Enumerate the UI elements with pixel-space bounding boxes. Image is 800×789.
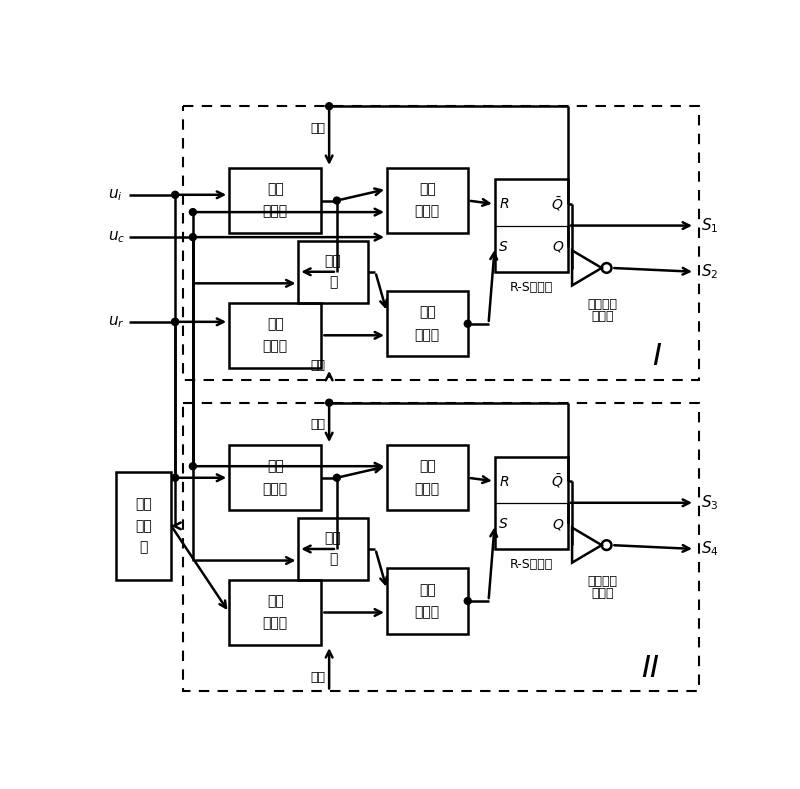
Text: 复位: 复位 (310, 122, 326, 135)
Text: Q: Q (552, 240, 563, 254)
Text: $\bar{Q}$: $\bar{Q}$ (551, 196, 563, 213)
Text: 第一: 第一 (419, 182, 436, 196)
Text: $u_i$: $u_i$ (108, 187, 122, 203)
Text: R-S触发器: R-S触发器 (510, 559, 553, 571)
Bar (298, 518, 368, 580)
Text: S: S (499, 240, 508, 254)
Text: 比较器: 比较器 (414, 482, 440, 495)
Text: 保持: 保持 (325, 254, 342, 268)
Text: $S_1$: $S_1$ (701, 216, 718, 235)
Text: R: R (499, 197, 509, 211)
Text: II: II (642, 654, 659, 682)
Text: $u_r$: $u_r$ (108, 314, 125, 330)
Circle shape (334, 474, 340, 481)
Text: 第一: 第一 (267, 460, 284, 473)
Text: $u_c$: $u_c$ (108, 230, 126, 245)
Text: 器: 器 (329, 552, 337, 567)
Text: R: R (499, 474, 509, 488)
Circle shape (172, 474, 178, 481)
Text: 积分器: 积分器 (262, 204, 288, 219)
Text: 器: 器 (139, 540, 148, 555)
Text: 保持: 保持 (325, 532, 342, 545)
Text: $\bar{Q}$: $\bar{Q}$ (551, 473, 563, 491)
Bar (116, 472, 171, 580)
Text: 积分器: 积分器 (262, 617, 288, 630)
Text: Q: Q (552, 517, 563, 531)
Circle shape (172, 319, 178, 325)
Text: 第一: 第一 (419, 460, 436, 473)
Text: 第二: 第二 (267, 317, 284, 331)
Text: 第二: 第二 (267, 594, 284, 608)
Circle shape (190, 234, 196, 241)
Bar (387, 445, 468, 510)
Bar (387, 291, 468, 357)
Text: 第二: 第二 (419, 583, 436, 596)
Text: 比较器: 比较器 (414, 204, 440, 219)
Bar (387, 568, 468, 634)
Circle shape (190, 462, 196, 469)
Text: 反相: 反相 (135, 519, 152, 533)
Text: 第一数字: 第一数字 (587, 297, 618, 311)
Bar (494, 457, 568, 549)
Bar (229, 445, 322, 510)
Bar (494, 179, 568, 271)
Text: 第一: 第一 (267, 182, 284, 196)
Bar (229, 580, 322, 645)
Text: 复位: 复位 (310, 671, 326, 684)
Circle shape (464, 320, 471, 327)
Bar (183, 402, 698, 691)
Text: 模拟: 模拟 (135, 497, 152, 511)
Bar (229, 302, 322, 368)
Text: 第二数字: 第二数字 (587, 574, 618, 588)
Circle shape (326, 399, 333, 406)
Text: $S_2$: $S_2$ (701, 263, 718, 281)
Circle shape (326, 103, 333, 110)
Circle shape (190, 208, 196, 215)
Text: 比较器: 比较器 (414, 328, 440, 342)
Text: I: I (652, 342, 661, 371)
Text: 器: 器 (329, 275, 337, 290)
Text: 比较器: 比较器 (414, 605, 440, 619)
Text: 反相器: 反相器 (591, 587, 614, 600)
Text: S: S (499, 517, 508, 531)
Text: 复位: 复位 (310, 418, 326, 431)
Text: R-S触发器: R-S触发器 (510, 281, 553, 294)
Text: $S_3$: $S_3$ (701, 493, 718, 512)
Circle shape (172, 319, 178, 325)
Text: 第二: 第二 (419, 305, 436, 320)
Text: 复位: 复位 (310, 359, 326, 372)
Text: 反相器: 反相器 (591, 310, 614, 323)
Circle shape (334, 197, 340, 204)
Bar (298, 241, 368, 302)
Text: $S_4$: $S_4$ (701, 540, 719, 559)
Bar (387, 168, 468, 234)
Text: 积分器: 积分器 (262, 482, 288, 495)
Circle shape (464, 597, 471, 604)
Circle shape (172, 191, 178, 198)
Text: 积分器: 积分器 (262, 339, 288, 353)
Bar (229, 168, 322, 234)
Bar (183, 107, 698, 380)
